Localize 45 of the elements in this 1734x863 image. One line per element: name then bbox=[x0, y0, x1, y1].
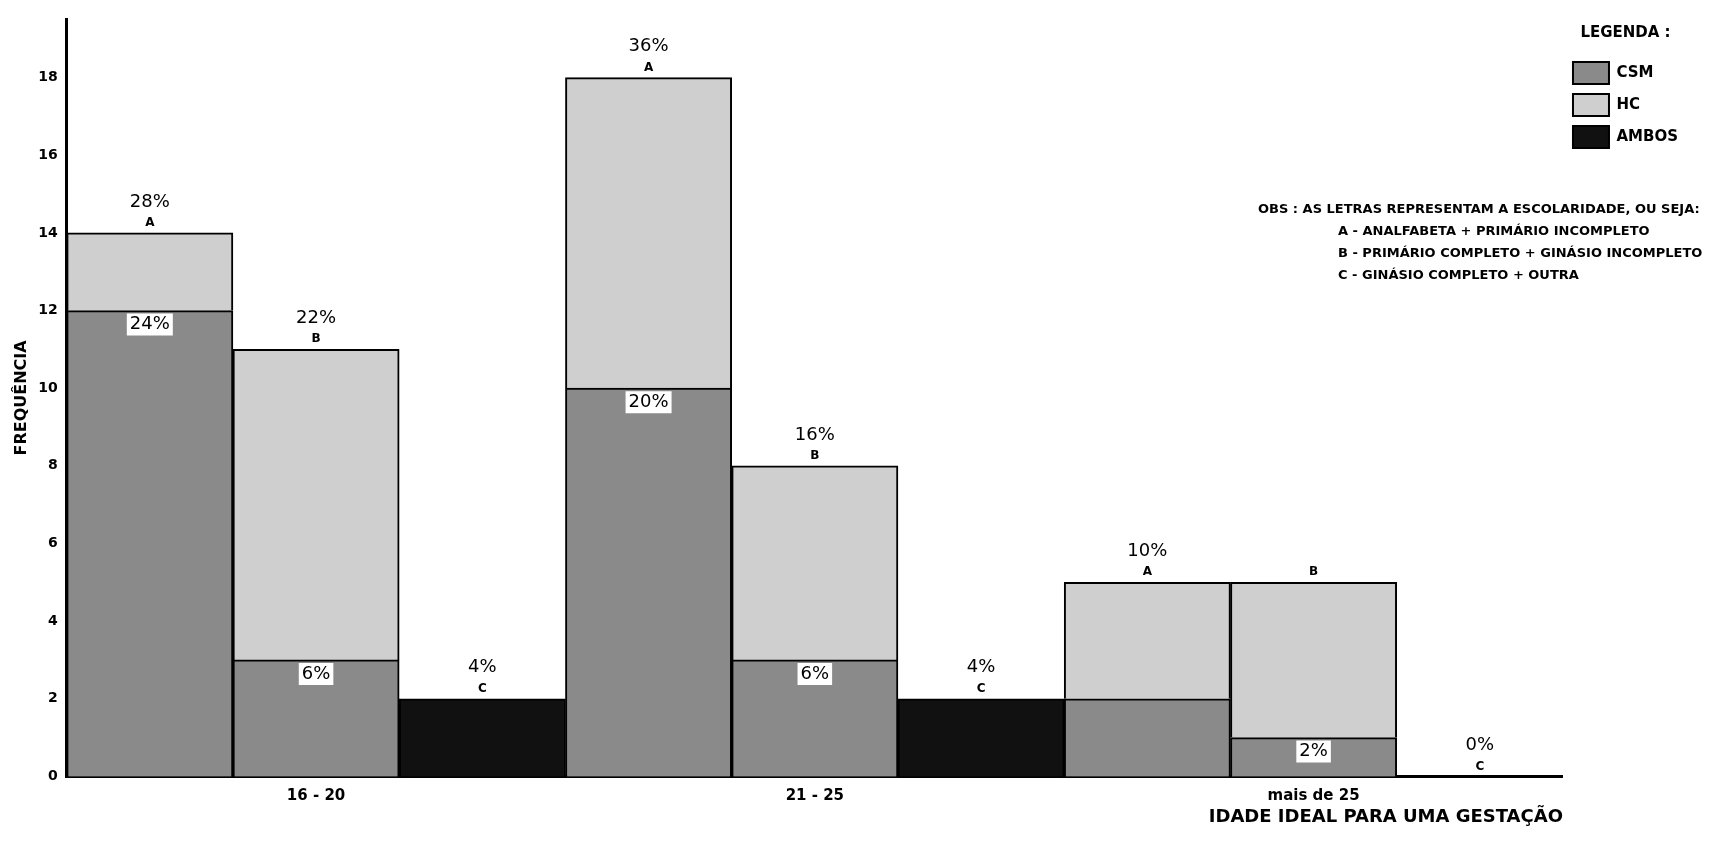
annotation: 36% bbox=[628, 34, 669, 56]
text: 21 - 25 bbox=[785, 785, 845, 804]
y-tick-label: 16 bbox=[38, 145, 58, 162]
legend-label: AMBOS bbox=[1616, 126, 1679, 145]
x-tick-label: A bbox=[1142, 564, 1153, 579]
y-tick-label: 6 bbox=[47, 534, 58, 551]
y-tick-label: 4 bbox=[47, 611, 58, 628]
text: 16 - 20 bbox=[286, 785, 346, 804]
annotation: 6% bbox=[800, 661, 830, 683]
annotation: 10% bbox=[1127, 538, 1168, 560]
annotation: 4% bbox=[966, 655, 996, 677]
legend-label: HC bbox=[1616, 94, 1641, 113]
y-tick-label: 8 bbox=[47, 456, 58, 473]
x-tick-label: B bbox=[311, 331, 321, 346]
y-tick-label: 0 bbox=[47, 767, 58, 784]
x-tick-label: A bbox=[145, 215, 156, 230]
y-tick-label: 18 bbox=[38, 68, 58, 85]
annotation: B - PRIMÁRIO COMPLETO + GINÁSIO INCOMPLETO bbox=[1337, 244, 1703, 262]
x-tick-label: B bbox=[810, 447, 820, 462]
x-tick-label: C bbox=[477, 680, 487, 695]
annotation: 4% bbox=[468, 655, 497, 677]
x-tick-label: C bbox=[976, 680, 986, 695]
x-tick-label: A bbox=[643, 59, 654, 74]
annotation: 2% bbox=[1299, 739, 1328, 761]
x-axis-title: IDADE IDEAL PARA UMA GESTAÇÃO bbox=[1208, 803, 1563, 826]
legend-title: LEGENDA : bbox=[1580, 23, 1671, 42]
y-tick-label: 2 bbox=[47, 689, 58, 706]
legend-label: CSM bbox=[1616, 62, 1654, 81]
annotation: A - ANALFABETA + PRIMÁRIO INCOMPLETO bbox=[1337, 222, 1651, 240]
annotation: 24% bbox=[129, 312, 170, 334]
annotation: 20% bbox=[628, 389, 669, 411]
annotation: C - GINÁSIO COMPLETO + OUTRA bbox=[1337, 266, 1580, 284]
x-tick-label: C bbox=[1475, 758, 1485, 773]
y-axis-title: FREQUÊNCIA bbox=[10, 339, 30, 456]
annotation: 16% bbox=[794, 422, 835, 444]
y-tick-label: 12 bbox=[38, 301, 58, 318]
annotation: 6% bbox=[301, 661, 331, 683]
y-tick-label: 14 bbox=[38, 223, 58, 240]
annotation: 22% bbox=[296, 306, 337, 328]
annotation: 0% bbox=[1465, 733, 1495, 755]
x-tick-label: B bbox=[1309, 564, 1319, 579]
y-tick-label: 10 bbox=[38, 378, 58, 395]
annotation: 28% bbox=[129, 189, 170, 211]
text: mais de 25 bbox=[1267, 785, 1360, 804]
annotation: OBS : AS LETRAS REPRESENTAM A ESCOLARIDADE, OU SEJA: bbox=[1258, 200, 1701, 218]
